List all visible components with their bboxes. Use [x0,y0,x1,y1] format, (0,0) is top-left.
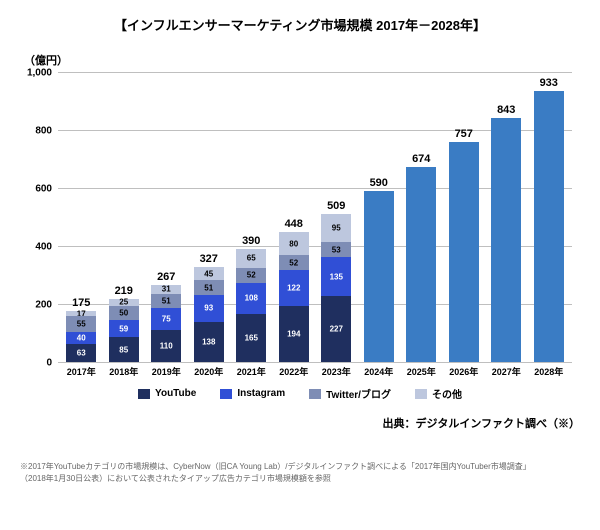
projected-bar: 757 [449,142,479,362]
projected-bar: 590 [364,191,394,362]
legend-item: Twitter/ブログ [309,386,391,401]
stacked-bar: 455193138327 [194,267,224,362]
x-tick: 2022年 [279,365,309,378]
y-tick: 0 [20,358,52,369]
y-tick: 600 [20,184,52,195]
y-tick: 400 [20,242,52,253]
x-tick: 2021年 [236,365,266,378]
projected-bar: 933 [534,91,564,362]
x-tick: 2019年 [151,365,181,378]
footnote: ※2017年YouTubeカテゴリの市場規模は、CyberNow（旧CA You… [20,461,580,485]
stacked-bar: 9553135227509 [321,214,351,362]
x-tick: 2025年 [406,365,436,378]
x-tick: 2027年 [491,365,521,378]
projected-bar: 843 [491,118,521,362]
stacked-bar: 25505985219 [109,299,139,363]
y-tick: 200 [20,300,52,311]
y-axis-label: （億円） [24,52,580,68]
legend-item: YouTube [138,386,196,401]
x-tick: 2024年 [364,365,394,378]
stacked-bar: 6552108165390 [236,249,266,362]
stacked-bar: 315175110267 [151,285,181,362]
legend: YouTube Instagram Twitter/ブログ その他 [20,386,580,401]
x-tick: 2028年 [534,365,564,378]
x-tick: 2020年 [194,365,224,378]
chart-area: 1,0008006004002000 175540631752550598521… [20,72,580,362]
x-tick: 2023年 [321,365,351,378]
legend-item: その他 [415,386,462,401]
chart-title: 【インフルエンサーマーケティング市場規模 2017年－2028年】 [20,15,580,34]
source-text: 出典：デジタルインファクト調べ（※） [20,415,580,431]
stacked-bar: 17554063175 [66,311,96,362]
projected-bar: 674 [406,167,436,362]
x-tick: 2017年 [66,365,96,378]
stacked-bar: 8052122194448 [279,232,309,362]
x-tick: 2026年 [449,365,479,378]
y-tick: 800 [20,126,52,137]
legend-item: Instagram [220,386,285,401]
x-tick: 2018年 [109,365,139,378]
y-tick: 1,000 [20,68,52,79]
